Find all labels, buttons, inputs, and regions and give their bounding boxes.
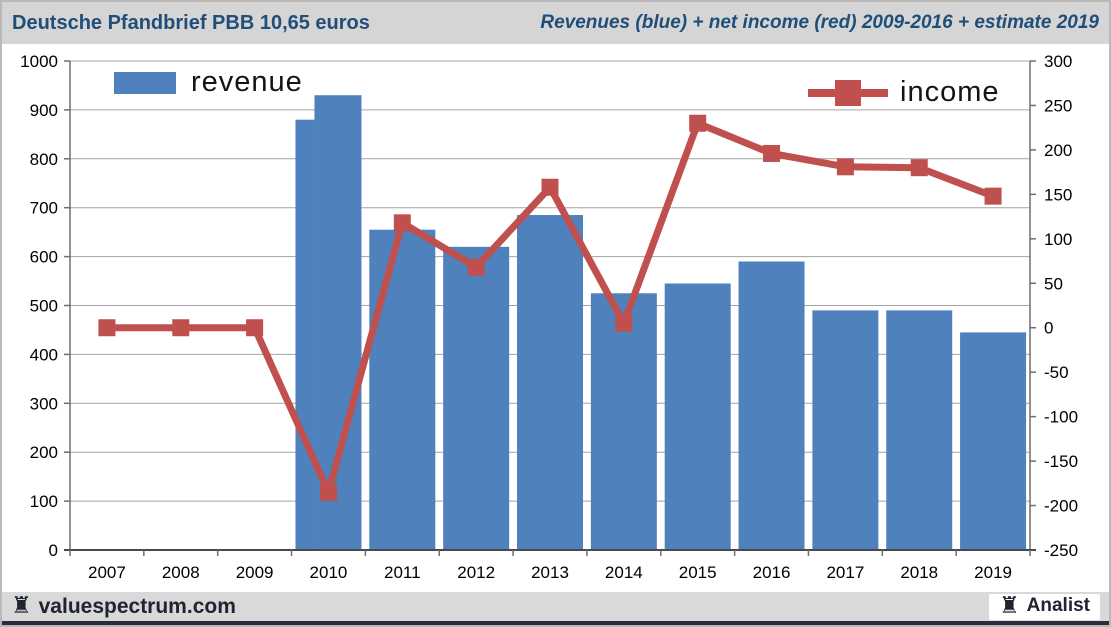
right-axis-label--150: -150 (1044, 452, 1078, 471)
badge-text: Analist (1026, 595, 1090, 616)
x-axis-label-2018: 2018 (900, 563, 938, 582)
right-axis-label--50: -50 (1044, 363, 1069, 382)
income-point-2019 (984, 187, 1002, 205)
income-point-2010 (319, 483, 337, 501)
combo-chart: 01002003004005006007008009001000-250-200… (20, 52, 1078, 582)
x-axis-label-2013: 2013 (531, 563, 569, 582)
left-axis-label-800: 800 (30, 150, 58, 169)
x-axis-label-2008: 2008 (162, 563, 200, 582)
x-axis-label-2017: 2017 (826, 563, 864, 582)
right-axis-label--200: -200 (1044, 497, 1078, 516)
income-marker-icon (835, 79, 861, 106)
left-axis-label-900: 900 (30, 101, 58, 120)
bar-2010-secondary (295, 119, 315, 551)
legend-revenue: revenue (114, 66, 303, 99)
rook-icon: ♜ (11, 593, 32, 619)
income-point-2015 (689, 114, 707, 132)
chart-header: Deutsche Pfandbrief PBB 10,65 euros Reve… (2, 2, 1109, 44)
revenue-swatch-icon (114, 71, 176, 94)
chart-subtitle: Revenues (blue) + net income (red) 2009-… (540, 12, 1099, 33)
right-axis-label-250: 250 (1044, 96, 1072, 115)
income-point-2007 (98, 319, 116, 337)
legend-revenue-label: revenue (191, 66, 303, 98)
left-axis-label-500: 500 (30, 297, 58, 316)
bar-2018 (886, 310, 953, 550)
bar-2012 (443, 246, 510, 550)
right-axis-label-0: 0 (1044, 319, 1053, 338)
income-point-2017 (836, 158, 854, 176)
left-axis-label-300: 300 (30, 394, 58, 413)
analist-badge: ♜ Analist (989, 592, 1100, 620)
x-axis-label-2010: 2010 (310, 563, 348, 582)
bar-2019 (960, 332, 1027, 550)
bar-2013 (517, 215, 583, 550)
legend-income-label: income (900, 76, 1000, 108)
legend-income: income (808, 76, 1000, 109)
left-axis-label-100: 100 (30, 492, 58, 511)
bar-2016 (738, 261, 805, 550)
chart-plot-container: 0 100 200 300 400 500 600 700 800 900 1000 -250 -200… (2, 44, 1109, 594)
left-axis-label-200: 200 (30, 443, 58, 462)
right-axis-label-150: 150 (1044, 185, 1072, 204)
income-swatch-icon (808, 79, 888, 106)
x-axis-label-2012: 2012 (457, 563, 495, 582)
right-axis-label-200: 200 (1044, 141, 1072, 160)
left-axis-label-400: 400 (30, 345, 58, 364)
x-axis-label-2016: 2016 (753, 563, 791, 582)
income-point-2014 (615, 314, 633, 332)
left-axis-label-1000: 1000 (20, 52, 58, 71)
page-title: Deutsche Pfandbrief PBB 10,65 euros (12, 11, 370, 34)
x-axis-label-2014: 2014 (605, 563, 643, 582)
income-point-2012 (467, 258, 485, 276)
brand-text: valuespectrum.com (38, 594, 236, 618)
income-point-2008 (172, 319, 190, 337)
left-axis-label-600: 600 (30, 248, 58, 267)
income-point-2009 (246, 319, 264, 337)
left-axis-label-0: 0 (49, 541, 58, 560)
footer-bar: ♜ valuespectrum.com ♜ Analist (2, 590, 1109, 625)
income-point-2011 (393, 214, 411, 232)
x-axis-label-2019: 2019 (974, 563, 1012, 582)
bar-2017 (812, 310, 879, 550)
x-axis-label-2011: 2011 (384, 563, 421, 582)
rook-icon: ♜ (999, 592, 1020, 619)
income-point-2016 (763, 144, 781, 162)
x-axis-label-2009: 2009 (236, 563, 274, 582)
bar-2015 (664, 283, 731, 550)
right-axis-label--100: -100 (1044, 408, 1078, 427)
x-axis-label-2007: 2007 (88, 563, 126, 582)
income-point-2018 (910, 159, 928, 177)
right-axis-label--250: -250 (1044, 541, 1078, 560)
bar-2014 (590, 293, 657, 550)
left-axis-label-700: 700 (30, 199, 58, 218)
income-point-2013 (541, 178, 559, 196)
x-axis-label-2015: 2015 (679, 563, 717, 582)
bar-2011 (369, 229, 436, 550)
brand-valuespectrum: ♜ valuespectrum.com (11, 595, 236, 619)
right-axis-label-50: 50 (1044, 274, 1063, 293)
right-axis-label-300: 300 (1044, 52, 1072, 71)
right-axis-label-100: 100 (1044, 230, 1072, 249)
